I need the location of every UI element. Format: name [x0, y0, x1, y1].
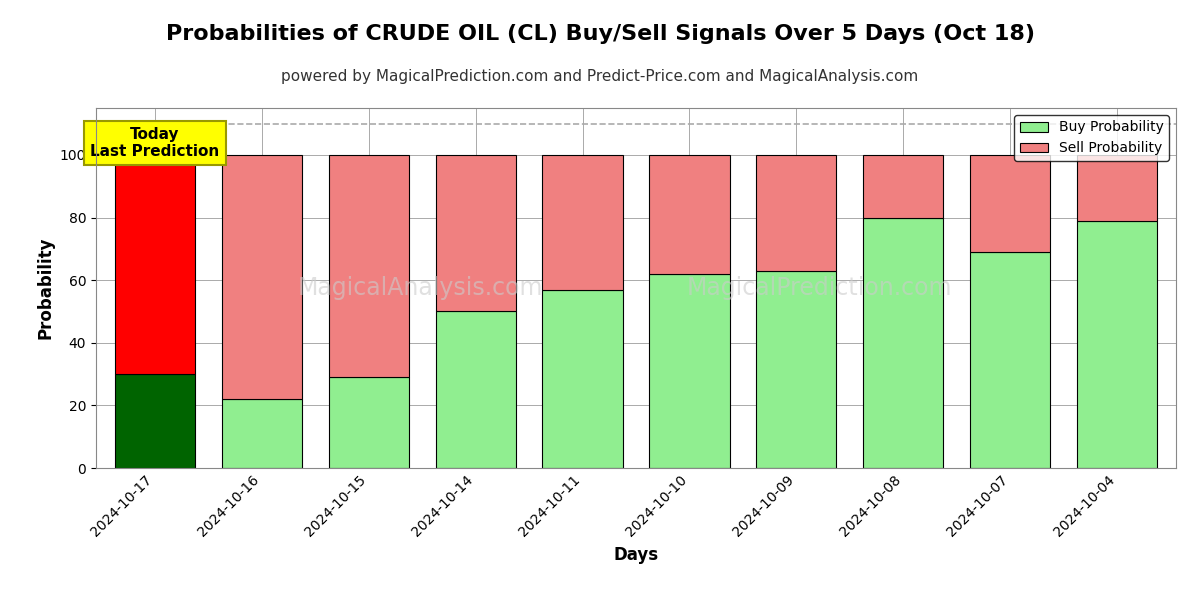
Text: MagicalAnalysis.com: MagicalAnalysis.com: [298, 276, 542, 300]
Bar: [1078, 155, 1157, 221]
Bar: [863, 155, 943, 218]
Legend: Buy Probability, Sell Probability: Buy Probability, Sell Probability: [1014, 115, 1169, 161]
Text: powered by MagicalPrediction.com and Predict-Price.com and MagicalAnalysis.com: powered by MagicalPrediction.com and Pre…: [281, 69, 919, 84]
Bar: [970, 155, 1050, 252]
Bar: [649, 155, 730, 274]
Bar: [222, 155, 302, 399]
Bar: [436, 311, 516, 468]
Bar: [542, 155, 623, 290]
Bar: [436, 155, 516, 311]
Y-axis label: Probability: Probability: [36, 237, 54, 339]
Text: Today
Last Prediction: Today Last Prediction: [90, 127, 220, 159]
Bar: [756, 155, 836, 271]
Bar: [329, 377, 409, 468]
Text: Probabilities of CRUDE OIL (CL) Buy/Sell Signals Over 5 Days (Oct 18): Probabilities of CRUDE OIL (CL) Buy/Sell…: [166, 24, 1034, 44]
Text: MagicalPrediction.com: MagicalPrediction.com: [686, 276, 953, 300]
Bar: [970, 252, 1050, 468]
Bar: [1078, 221, 1157, 468]
Bar: [756, 271, 836, 468]
Bar: [115, 155, 194, 374]
Bar: [222, 399, 302, 468]
Bar: [115, 374, 194, 468]
Bar: [542, 290, 623, 468]
Bar: [329, 155, 409, 377]
X-axis label: Days: Days: [613, 547, 659, 565]
Bar: [863, 218, 943, 468]
Bar: [649, 274, 730, 468]
